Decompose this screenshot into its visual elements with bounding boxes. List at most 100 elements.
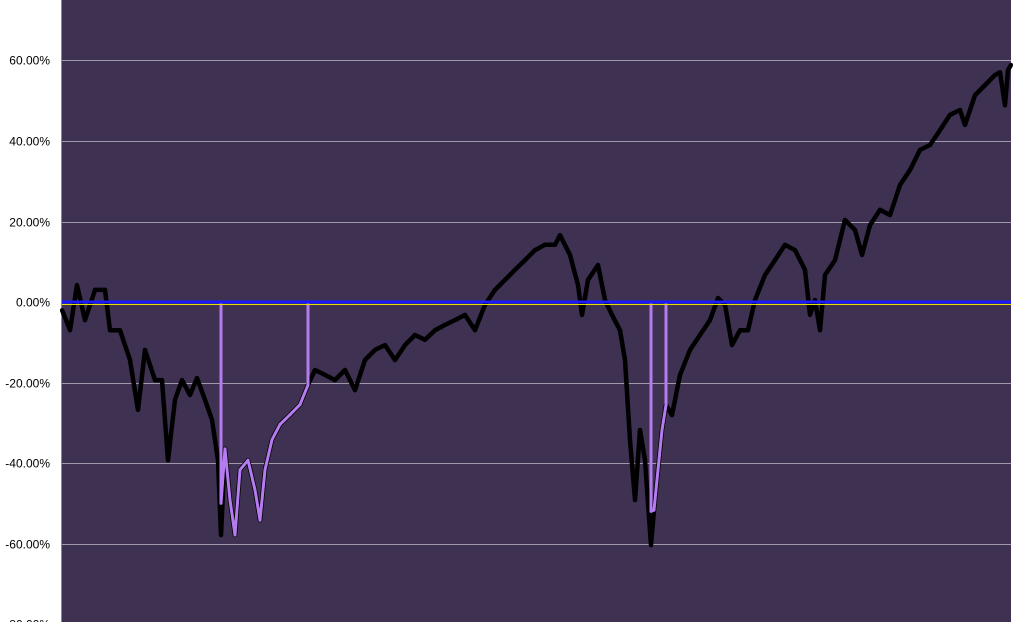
main-series-point: [1003, 103, 1007, 108]
main-series-point: [948, 112, 952, 117]
main-series-point: [746, 328, 750, 333]
main-series-point: [596, 263, 600, 267]
main-series-point: [576, 283, 580, 288]
y-tick-label: -80.00%: [5, 618, 50, 622]
main-series-point: [860, 252, 864, 257]
highlight-series-point: [219, 501, 223, 505]
highlight-series-point: [263, 468, 267, 472]
main-series-point: [463, 312, 467, 317]
main-series-point: [1009, 62, 1013, 67]
main-series-point: [618, 328, 622, 333]
main-series-point: [708, 318, 712, 323]
highlight-series-line-1: [219, 302, 310, 537]
highlight-series-point: [664, 403, 668, 407]
main-series-point: [83, 318, 87, 323]
highlight-series-point: [270, 438, 274, 442]
main-series-point: [763, 273, 767, 277]
highlight-series-point: [649, 509, 653, 513]
main-series-point: [716, 296, 720, 300]
main-series-point: [908, 168, 912, 172]
main-series-point: [353, 388, 357, 393]
main-series-point: [998, 70, 1002, 75]
highlight-series-point: [258, 518, 262, 522]
main-series-point: [586, 277, 590, 282]
main-series-point: [160, 378, 164, 383]
main-series-point: [313, 368, 317, 372]
main-series-point: [793, 248, 797, 253]
main-series-point: [173, 397, 177, 402]
main-series-point: [216, 458, 220, 463]
main-series-point: [180, 378, 184, 383]
y-tick-label: 0.00%: [16, 296, 50, 310]
main-series-point: [878, 207, 882, 212]
main-series-point: [108, 328, 112, 333]
main-series-point: [219, 533, 223, 537]
main-series-point: [333, 378, 337, 383]
highlight-series-point: [233, 533, 237, 537]
main-series-point: [833, 258, 837, 263]
highlight-series-point: [253, 488, 257, 492]
main-series-point: [433, 328, 437, 333]
main-series-point: [553, 242, 557, 247]
main-series-point: [143, 347, 147, 352]
main-series-point: [453, 318, 457, 323]
main-series-point: [60, 308, 64, 313]
main-series-point: [103, 287, 107, 292]
highlight-series-point: [306, 383, 310, 387]
main-series-point: [413, 333, 417, 337]
main-series-point: [633, 498, 637, 502]
main-series-point: [136, 407, 140, 412]
main-series-point: [843, 217, 847, 222]
main-series-point: [543, 242, 547, 247]
y-tick-label: -20.00%: [5, 377, 50, 391]
highlight-series-point: [656, 468, 660, 472]
main-series-point: [523, 258, 527, 263]
main-series-point: [558, 233, 562, 238]
main-series-point: [818, 328, 822, 333]
highlight-series-point: [228, 498, 232, 502]
highlight-series-point: [660, 428, 664, 432]
highlight-series-point: [652, 508, 656, 512]
main-series-point: [403, 343, 407, 348]
main-series-point: [928, 143, 932, 147]
main-series-point: [643, 458, 647, 463]
main-series-point: [670, 413, 674, 418]
main-series-point: [993, 73, 997, 77]
main-series-point: [473, 328, 477, 333]
main-series-point: [75, 283, 79, 288]
main-series-point: [533, 248, 537, 253]
main-series-point: [853, 228, 857, 232]
highlight-series-point: [298, 403, 302, 407]
main-series-point: [188, 393, 192, 397]
main-series-point: [938, 128, 942, 133]
main-series-point: [823, 273, 827, 277]
main-series-point: [803, 267, 807, 272]
y-tick-label: -40.00%: [5, 457, 50, 471]
y-tick-label: 20.00%: [9, 216, 50, 230]
highlight-series-point: [238, 468, 242, 472]
main-series-point: [393, 358, 397, 362]
main-series-point: [918, 147, 922, 152]
highlight-series-point: [288, 413, 292, 417]
main-series-point: [963, 122, 967, 127]
y-tick-label: -60.00%: [5, 538, 50, 552]
main-series-point: [808, 312, 812, 317]
main-series-point: [983, 83, 987, 88]
main-series-point: [1006, 68, 1010, 73]
main-series-point: [973, 93, 977, 98]
main-series-point: [888, 213, 892, 218]
main-series-point: [958, 108, 962, 112]
main-series-point: [898, 182, 902, 187]
main-series-point: [649, 543, 653, 548]
main-series-point: [783, 242, 787, 247]
main-series-point: [868, 223, 872, 228]
highlight-series-point: [223, 447, 227, 451]
main-series-point: [166, 458, 170, 463]
main-series-point: [343, 368, 347, 372]
main-series-point: [323, 372, 327, 377]
main-series-point: [383, 343, 387, 348]
y-tick-label: 40.00%: [9, 135, 50, 149]
main-series-point: [513, 267, 517, 272]
main-series-point: [698, 333, 702, 337]
